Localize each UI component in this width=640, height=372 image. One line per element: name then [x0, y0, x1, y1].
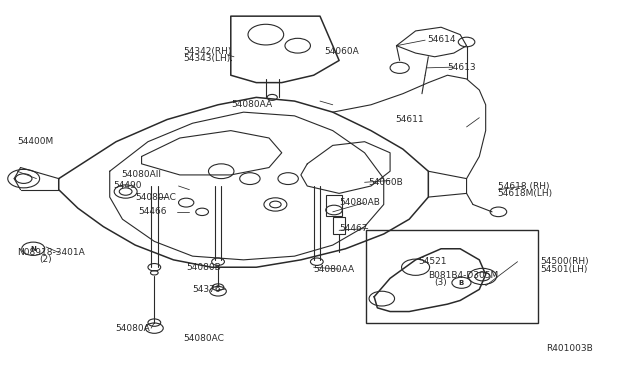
Text: 54060A: 54060A	[324, 47, 358, 56]
Text: (3): (3)	[435, 278, 447, 287]
Text: 54080AA: 54080AA	[314, 264, 355, 273]
Text: 54613: 54613	[447, 63, 476, 72]
Text: 54080AA: 54080AA	[231, 100, 272, 109]
Text: 54521: 54521	[419, 257, 447, 266]
Text: 54466: 54466	[138, 207, 167, 217]
Bar	[366, 230, 538, 323]
Text: 54080AC: 54080AC	[135, 193, 176, 202]
Text: 54060B: 54060B	[368, 178, 403, 187]
Text: 54342(RH): 54342(RH)	[183, 47, 232, 56]
Text: 54614: 54614	[427, 35, 456, 44]
Text: 54400M: 54400M	[17, 137, 54, 146]
Text: 54343(LH): 54343(LH)	[183, 54, 230, 63]
Text: 54611: 54611	[395, 115, 424, 124]
Text: N08918-3401A: N08918-3401A	[17, 248, 85, 257]
Text: 54467: 54467	[339, 224, 367, 233]
Text: 54376: 54376	[193, 285, 221, 294]
Text: 54080AB: 54080AB	[339, 198, 380, 207]
Text: 54490: 54490	[113, 182, 141, 190]
Text: 54080B: 54080B	[186, 263, 221, 272]
Text: 54080AC: 54080AC	[183, 334, 224, 343]
Text: 54618 (RH): 54618 (RH)	[499, 182, 550, 190]
Text: 54501(LH): 54501(LH)	[540, 264, 588, 273]
Bar	[326, 195, 342, 215]
Text: 54080AII: 54080AII	[121, 170, 161, 179]
Text: R401003B: R401003B	[546, 344, 593, 353]
Text: 54500(RH): 54500(RH)	[540, 257, 588, 266]
Text: N: N	[30, 246, 36, 252]
Text: 54618M(LH): 54618M(LH)	[497, 189, 552, 198]
Bar	[333, 217, 346, 234]
Text: 54080A: 54080A	[115, 324, 150, 333]
Text: (2): (2)	[40, 255, 52, 264]
Text: B: B	[459, 280, 464, 286]
Text: B081B4-D305M: B081B4-D305M	[428, 271, 499, 280]
